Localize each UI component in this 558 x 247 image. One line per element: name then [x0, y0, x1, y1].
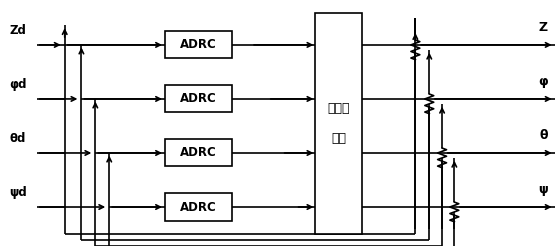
Text: Z: Z [539, 21, 548, 34]
Text: ADRC: ADRC [180, 201, 217, 213]
Text: Zd: Zd [9, 24, 26, 37]
Text: 四旋翅: 四旋翅 [328, 102, 350, 115]
Text: φd: φd [9, 78, 27, 91]
Text: 模型: 模型 [331, 132, 347, 145]
Bar [165, 85, 232, 112]
Text: ADRC: ADRC [180, 38, 217, 51]
Text: φ: φ [538, 75, 549, 88]
Text: ψ: ψ [538, 183, 549, 196]
Bar [315, 13, 363, 234]
Text: ADRC: ADRC [180, 92, 217, 105]
Bar [165, 140, 232, 166]
Bar [165, 31, 232, 58]
Text: ψd: ψd [9, 186, 27, 199]
Text: ADRC: ADRC [180, 146, 217, 160]
Bar [165, 193, 232, 221]
Text: θd: θd [9, 132, 26, 145]
Text: θ: θ [539, 129, 547, 142]
